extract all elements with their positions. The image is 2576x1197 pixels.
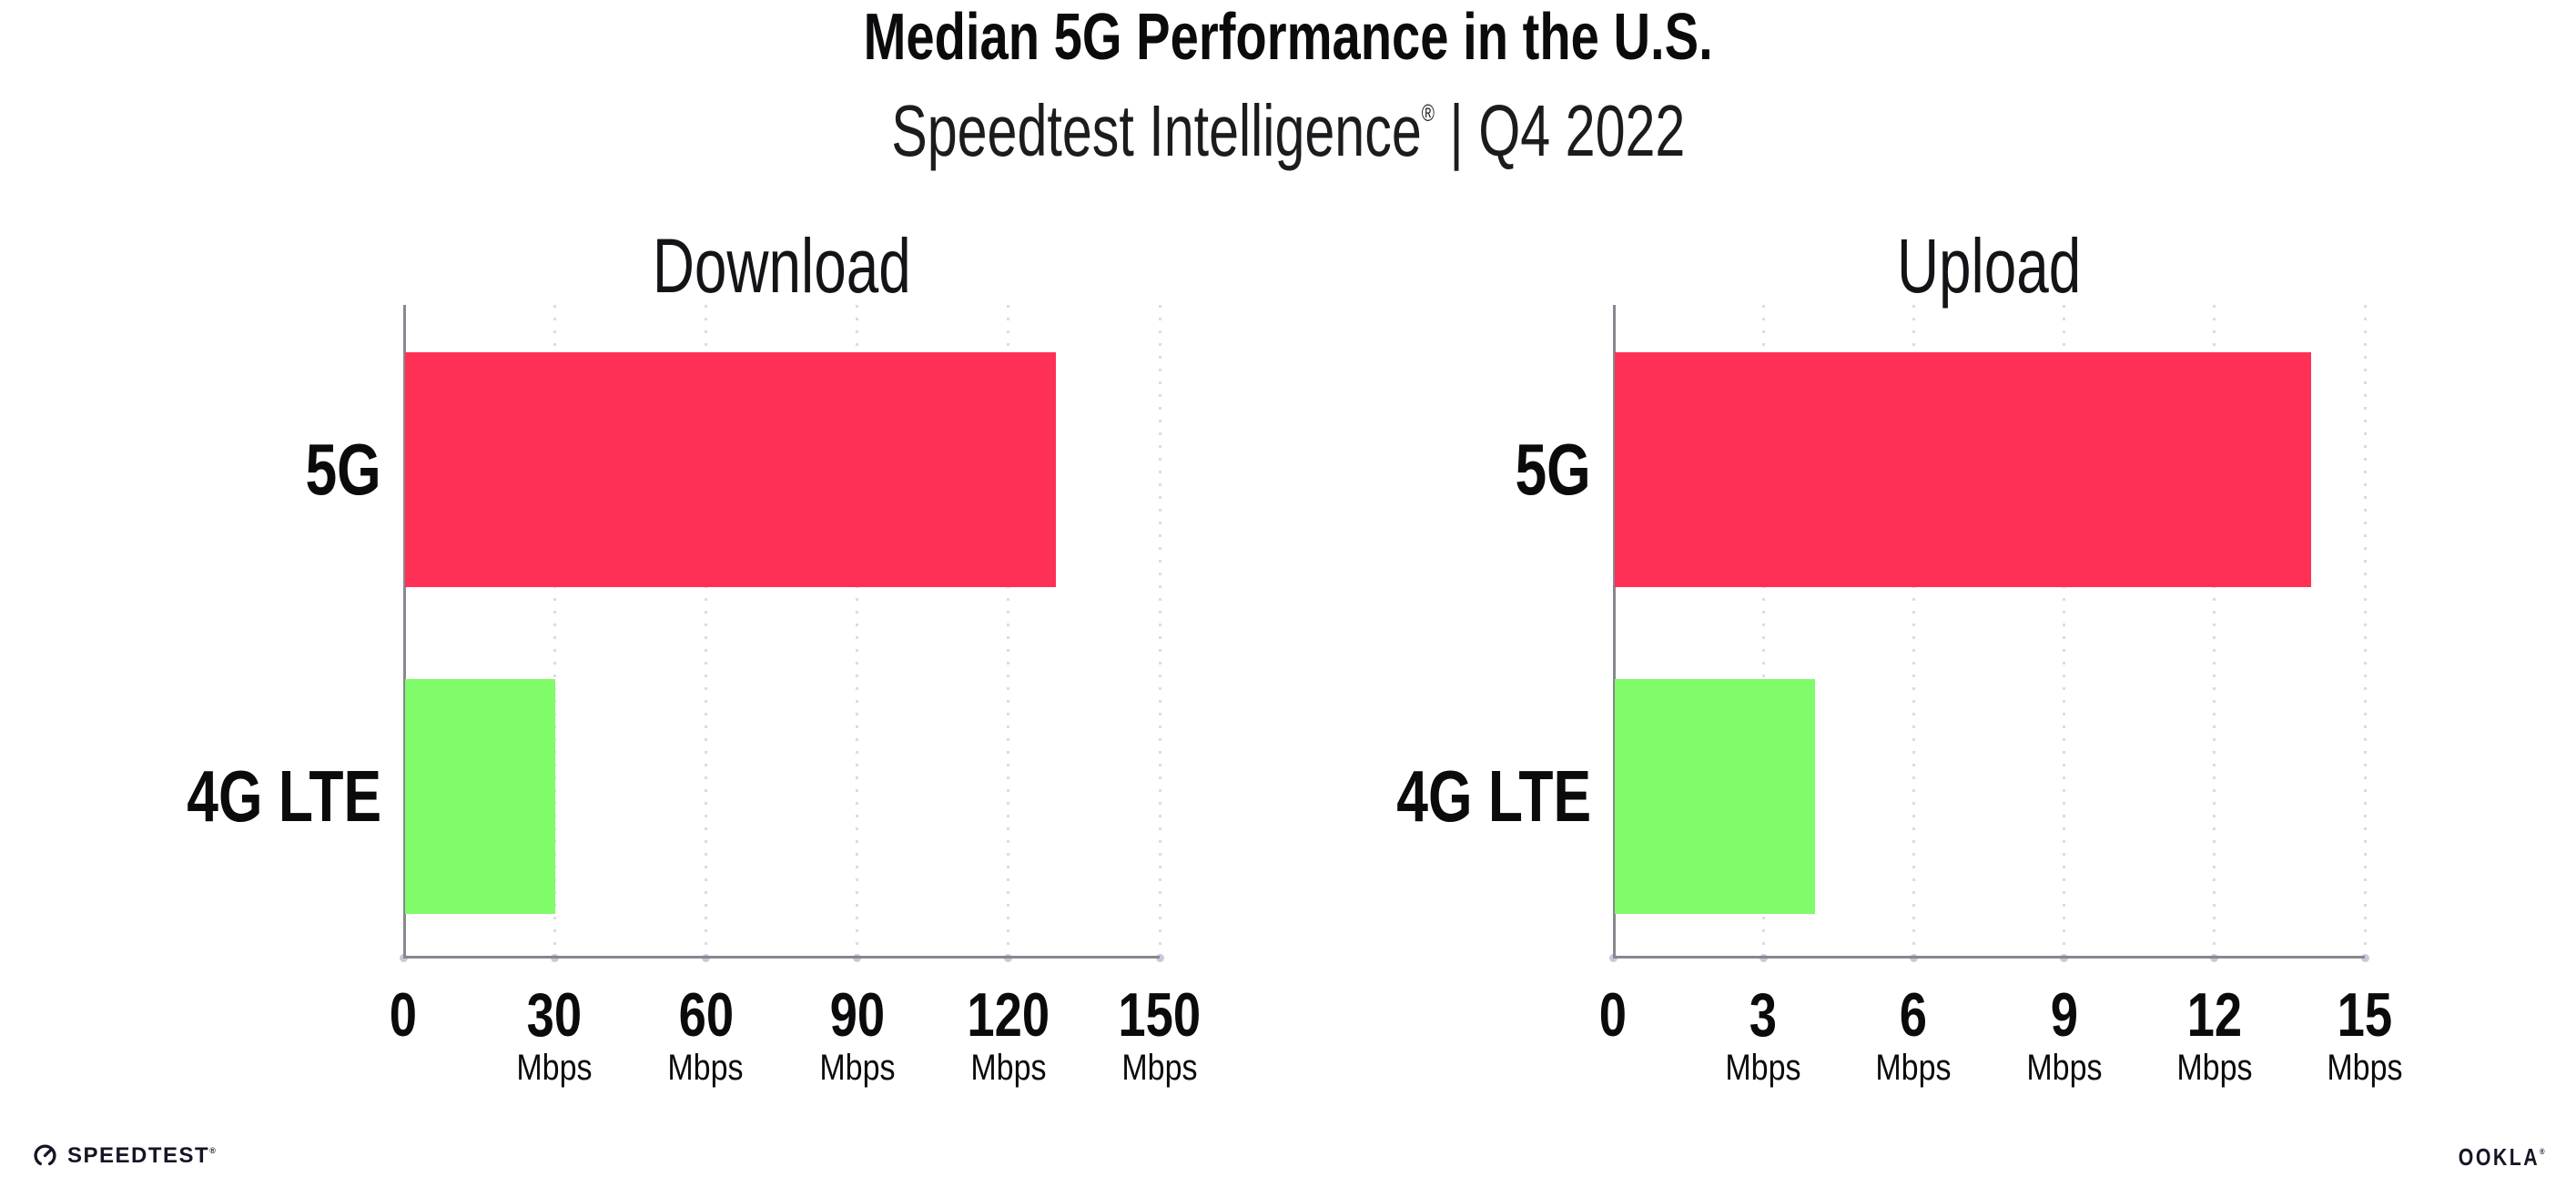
x-tick-unit: Mbps bbox=[2026, 1048, 2103, 1088]
gridline-150 bbox=[1158, 305, 1161, 959]
speedtest-registered-mark: ® bbox=[209, 1145, 216, 1155]
x-tick-label-12: 12 Mbps bbox=[2115, 984, 2315, 1086]
ookla-wordmark: OOKLA® bbox=[2459, 1145, 2545, 1169]
gridline-120 bbox=[1007, 305, 1010, 959]
x-tick-unit: Mbps bbox=[2327, 1048, 2403, 1088]
category-label-5g-download: 5G bbox=[0, 352, 381, 587]
x-tick-label-90: 90 Mbps bbox=[757, 984, 958, 1086]
bar-4g-lte-download bbox=[405, 679, 555, 914]
plot-area-download bbox=[403, 305, 1160, 959]
gridline-30 bbox=[553, 305, 556, 959]
x-tick-value: 0 bbox=[1598, 980, 1628, 1050]
category-label-text: 5G bbox=[305, 429, 381, 510]
chart-title-text: Download bbox=[652, 223, 911, 309]
x-tick-value: 120 bbox=[967, 980, 1050, 1050]
x-tick-value: 30 bbox=[526, 980, 583, 1050]
x-tick-label-60: 60 Mbps bbox=[605, 984, 806, 1086]
x-tick-value: 150 bbox=[1118, 980, 1202, 1050]
x-tick-unit: Mbps bbox=[970, 1048, 1047, 1088]
speedtest-logo: SPEEDTEST® bbox=[33, 1143, 216, 1168]
category-label-text: 4G LTE bbox=[1396, 756, 1591, 837]
page-title-text: Median 5G Performance in the U.S. bbox=[863, 1, 1713, 74]
x-tick-label-0: 0 bbox=[1513, 984, 1713, 1046]
registered-mark: ® bbox=[1421, 99, 1435, 127]
subtitle-brand: Speedtest Intelligence bbox=[890, 90, 1422, 171]
category-label-text: 5G bbox=[1515, 429, 1591, 510]
bar-5g-upload bbox=[1615, 352, 2312, 587]
category-label-4g-lte-upload: 4G LTE bbox=[1209, 679, 1591, 914]
ookla-logo: OOKLA® bbox=[2439, 1145, 2545, 1169]
page-title: Median 5G Performance in the U.S. bbox=[0, 0, 2576, 76]
x-tick-value: 6 bbox=[1900, 980, 1928, 1050]
axis-tick-dot bbox=[1155, 954, 1164, 962]
category-label-4g-lte-download: 4G LTE bbox=[0, 679, 381, 914]
x-tick-value: 3 bbox=[1749, 980, 1778, 1050]
gridline-9 bbox=[2063, 305, 2066, 959]
gridline-15 bbox=[2363, 305, 2367, 959]
x-tick-label-150: 150 Mbps bbox=[1060, 984, 1260, 1086]
page-subtitle: Speedtest Intelligence® | Q4 2022 bbox=[0, 91, 2576, 171]
category-label-text: 4G LTE bbox=[187, 756, 381, 837]
x-tick-label-30: 30 Mbps bbox=[454, 984, 654, 1086]
gridline-90 bbox=[856, 305, 859, 959]
x-tick-label-3: 3 Mbps bbox=[1663, 984, 1863, 1086]
bar-4g-lte-upload bbox=[1615, 679, 1816, 914]
gridline-60 bbox=[704, 305, 707, 959]
x-tick-unit: Mbps bbox=[1725, 1048, 1801, 1088]
x-tick-unit: Mbps bbox=[667, 1048, 744, 1088]
bar-5g-download bbox=[405, 352, 1056, 587]
x-tick-label-120: 120 Mbps bbox=[908, 984, 1109, 1086]
chart-title-upload: Upload bbox=[1613, 228, 2365, 304]
gridline-6 bbox=[1912, 305, 1915, 959]
subtitle-period: | Q4 2022 bbox=[1434, 90, 1686, 171]
x-tick-unit: Mbps bbox=[2176, 1048, 2253, 1088]
x-tick-value: 12 bbox=[2186, 980, 2243, 1050]
axis-tick-dot bbox=[2360, 954, 2369, 962]
x-tick-value: 15 bbox=[2337, 980, 2393, 1050]
speedtest-wordmark: SPEEDTEST® bbox=[67, 1142, 216, 1168]
x-tick-unit: Mbps bbox=[1121, 1048, 1198, 1088]
gridline-3 bbox=[1761, 305, 1765, 959]
x-tick-unit: Mbps bbox=[819, 1048, 896, 1088]
chart-title-text: Upload bbox=[1896, 223, 2082, 309]
category-label-5g-upload: 5G bbox=[1209, 352, 1591, 587]
gridline-12 bbox=[2213, 305, 2216, 959]
speedtest-label: SPEEDTEST bbox=[67, 1142, 210, 1168]
x-tick-label-6: 6 Mbps bbox=[1813, 984, 2013, 1086]
x-tick-unit: Mbps bbox=[1875, 1048, 1952, 1088]
ookla-registered-mark: ® bbox=[2540, 1147, 2545, 1156]
x-tick-value: 60 bbox=[678, 980, 734, 1050]
x-tick-value: 90 bbox=[829, 980, 885, 1050]
speedtest-gauge-icon bbox=[33, 1143, 57, 1168]
ookla-label: OOKLA bbox=[2459, 1143, 2541, 1171]
chart-title-download: Download bbox=[403, 228, 1160, 304]
page-subtitle-text: Speedtest Intelligence® | Q4 2022 bbox=[891, 91, 1685, 171]
x-tick-value: 0 bbox=[389, 980, 418, 1050]
x-tick-label-15: 15 Mbps bbox=[2265, 984, 2465, 1086]
x-tick-unit: Mbps bbox=[516, 1048, 593, 1088]
plot-area-upload bbox=[1613, 305, 2365, 959]
x-tick-value: 9 bbox=[2050, 980, 2078, 1050]
x-tick-label-9: 9 Mbps bbox=[1964, 984, 2165, 1086]
x-tick-label-0: 0 bbox=[303, 984, 503, 1046]
